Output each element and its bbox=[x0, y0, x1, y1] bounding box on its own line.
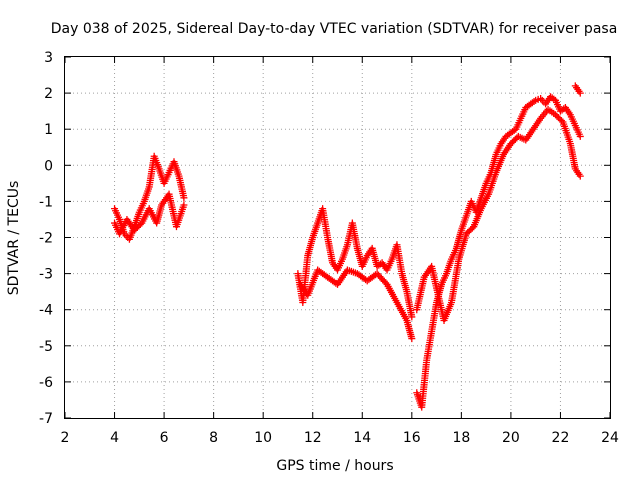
y-tick-label: -5 bbox=[39, 339, 53, 355]
data-point bbox=[180, 194, 188, 202]
x-tick-label: 20 bbox=[502, 430, 520, 446]
x-tick-label: 14 bbox=[353, 430, 371, 446]
y-tick-label: -6 bbox=[39, 375, 53, 391]
y-tick-label: 1 bbox=[44, 122, 53, 138]
x-tick-label: 8 bbox=[209, 430, 218, 446]
y-tick-label: 0 bbox=[44, 158, 53, 174]
x-tick-label: 16 bbox=[403, 430, 421, 446]
data-point bbox=[576, 132, 584, 140]
x-tick-label: 24 bbox=[601, 430, 619, 446]
y-tick-label: -3 bbox=[39, 267, 53, 283]
y-tick-label: -7 bbox=[39, 411, 53, 427]
y-tick-label: 3 bbox=[44, 50, 53, 66]
data-point bbox=[530, 98, 538, 106]
data-point bbox=[576, 172, 584, 180]
data-point bbox=[136, 221, 144, 229]
x-tick-label: 12 bbox=[304, 430, 322, 446]
plot-frame bbox=[64, 56, 611, 419]
x-tick-label: 10 bbox=[254, 430, 272, 446]
data-series bbox=[111, 82, 584, 411]
x-tick-label: 2 bbox=[61, 430, 70, 446]
x-tick-label: 6 bbox=[160, 430, 169, 446]
data-point bbox=[408, 313, 416, 321]
y-tick-label: -4 bbox=[39, 303, 53, 319]
y-axis-title: SDTVAR / TECUs bbox=[6, 181, 22, 296]
y-tick-label: -1 bbox=[39, 194, 53, 210]
x-tick-label: 4 bbox=[110, 430, 119, 446]
data-point bbox=[576, 89, 584, 97]
data-point bbox=[382, 279, 390, 287]
data-point bbox=[180, 201, 188, 209]
y-tick-label: 2 bbox=[44, 86, 53, 102]
x-tick-label: 18 bbox=[452, 430, 470, 446]
y-tick-label: -2 bbox=[39, 231, 53, 247]
x-axis-title: GPS time / hours bbox=[276, 458, 393, 474]
x-tick-label: 22 bbox=[552, 430, 570, 446]
axis-ticks bbox=[64, 56, 611, 419]
y-tick-labels: 3 2 1 0 -1 -2 -3 -4 -5 -6 -7 bbox=[39, 50, 53, 427]
data-point bbox=[557, 117, 565, 125]
chart-title: Day 038 of 2025, Sidereal Day-to-day VTE… bbox=[51, 21, 618, 37]
data-point bbox=[408, 335, 416, 343]
grid-lines bbox=[65, 57, 610, 418]
x-tick-labels: 2 4 6 8 10 12 14 16 18 20 22 24 bbox=[61, 430, 619, 446]
